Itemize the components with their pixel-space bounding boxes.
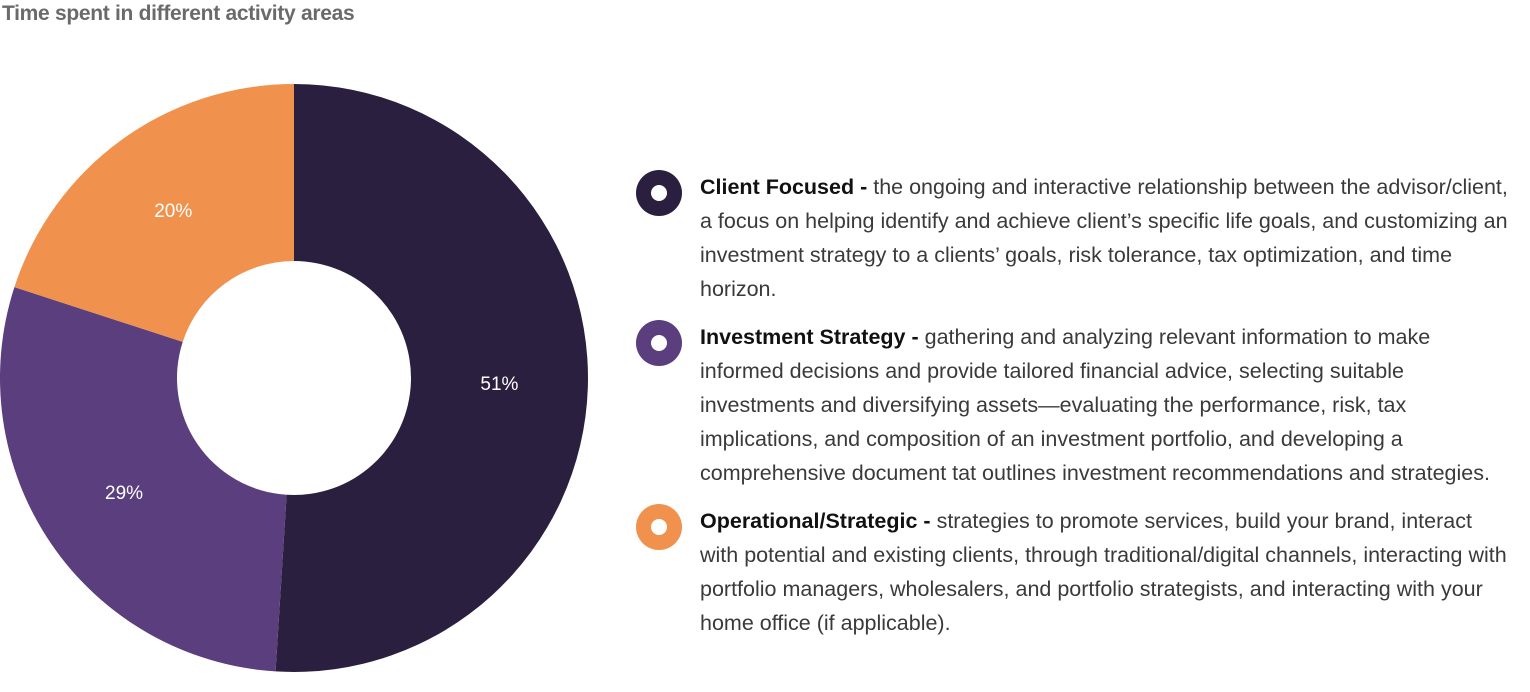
legend-separator: - <box>905 325 925 349</box>
legend-name: Client Focused <box>700 175 855 199</box>
legend-item-client-focused: Client Focused - the ongoing and interac… <box>636 170 1516 306</box>
slice-label: 29% <box>105 483 143 504</box>
circle-marker-icon <box>636 170 682 216</box>
slice-label: 20% <box>154 201 192 222</box>
legend: Client Focused - the ongoing and interac… <box>636 170 1516 654</box>
circle-marker-icon <box>636 504 682 550</box>
donut-slices <box>0 84 589 673</box>
donut-labels: 51% 29% 20% <box>105 201 518 504</box>
circle-marker-icon <box>636 320 682 366</box>
donut-slice-client-focused <box>275 84 589 673</box>
legend-name: Operational/Strategic <box>700 509 918 533</box>
legend-item-investment-strategy: Investment Strategy - gathering and anal… <box>636 320 1516 490</box>
legend-description: gathering and analyzing relevant informa… <box>700 325 1490 485</box>
donut-chart: 51% 29% 20% <box>0 84 589 673</box>
legend-name: Investment Strategy <box>700 325 906 349</box>
legend-description: the ongoing and interactive relationship… <box>700 175 1508 301</box>
donut-slice-operational-strategic <box>14 84 295 342</box>
legend-separator: - <box>917 509 937 533</box>
legend-separator: - <box>854 175 874 199</box>
chart-title: Time spent in different activity areas <box>2 2 355 25</box>
slice-label: 51% <box>480 374 518 395</box>
legend-description: strategies to promote services, build yo… <box>700 509 1507 635</box>
legend-item-operational-strategic: Operational/Strategic - strategies to pr… <box>636 504 1516 640</box>
donut-slice-investment-strategy <box>0 287 287 672</box>
